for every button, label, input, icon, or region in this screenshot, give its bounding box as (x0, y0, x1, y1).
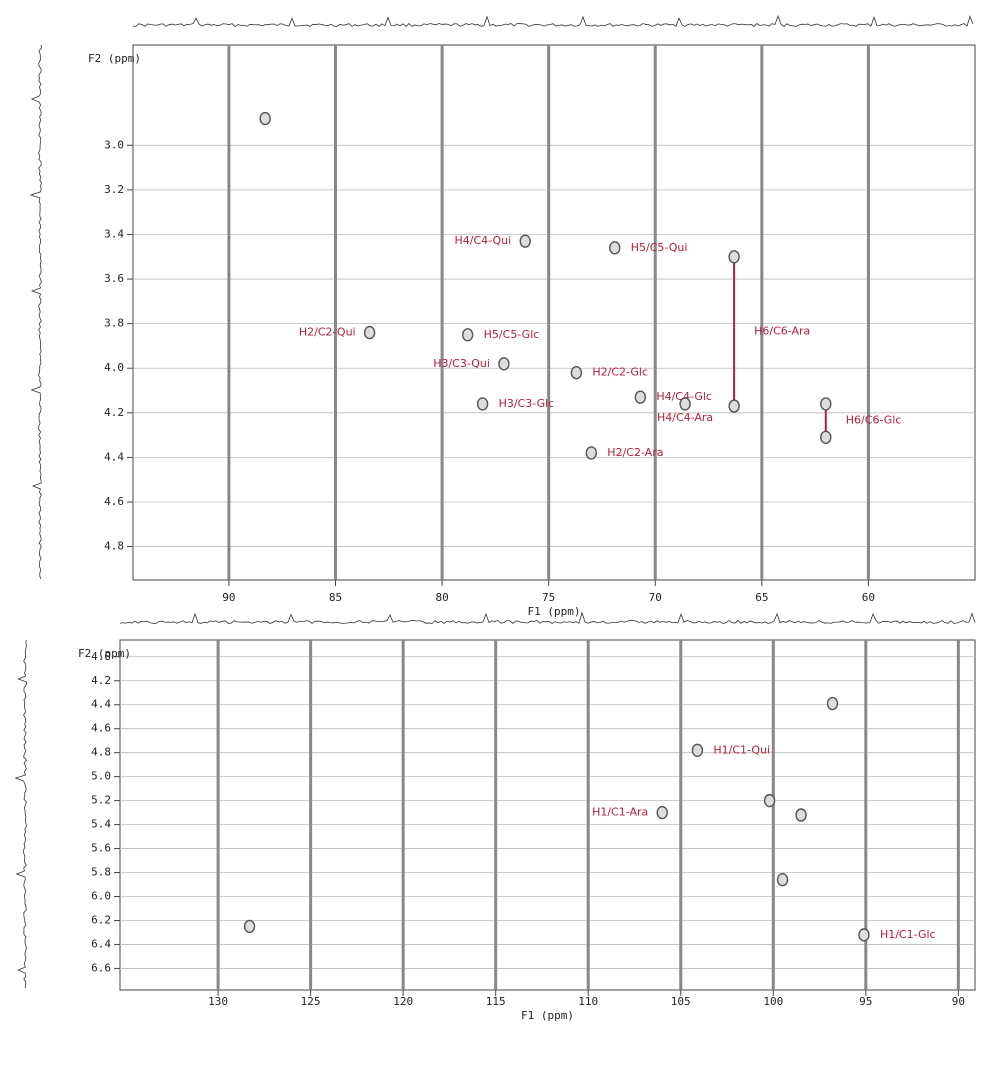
y-tick-label: 5.4 (91, 818, 111, 831)
projection-f1 (132, 14, 974, 28)
peak (826, 696, 839, 711)
peak-label: H5/C5-Glc (484, 328, 540, 341)
y-tick-label: 4.0 (104, 361, 124, 374)
y-tick-label: 3.4 (104, 227, 124, 240)
y-tick-label: 5.0 (91, 770, 111, 783)
y-tick-label: 6.4 (91, 937, 111, 950)
y-tick-label: 4.8 (91, 746, 111, 759)
peak (820, 430, 832, 445)
x-tick-label: 125 (301, 995, 321, 1008)
peak (728, 399, 740, 413)
y-tick-label: 4.2 (91, 674, 111, 687)
y-tick-label: 3.8 (104, 317, 124, 330)
peak-label: H1/C1-Ara (592, 806, 648, 819)
y-tick-label: 5.8 (91, 866, 111, 879)
y-tick-label: 4.0 (91, 650, 111, 663)
y-axis-label: F2 (ppm) (88, 52, 141, 65)
x-tick-label: 75 (542, 591, 555, 604)
y-tick-label: 4.4 (104, 450, 124, 463)
y-tick-label: 4.6 (91, 722, 111, 735)
x-tick-label: 105 (671, 995, 691, 1008)
peak (763, 793, 776, 808)
peak (691, 743, 704, 757)
peak (820, 397, 832, 411)
y-tick-label: 4.4 (91, 698, 111, 711)
peak-label: H4/C4-Ara (657, 411, 713, 424)
peak-label: H6/C6-Ara (754, 324, 810, 337)
x-tick-label: 115 (486, 995, 506, 1008)
plot-frame (132, 44, 976, 581)
x-tick-label: 90 (222, 591, 235, 604)
y-tick-label: 5.2 (91, 794, 111, 807)
y-tick-label: 3.2 (104, 183, 124, 196)
peak (519, 234, 531, 248)
projection-f2 (29, 44, 42, 580)
x-tick-label: 120 (393, 995, 413, 1008)
y-tick-label: 6.2 (91, 913, 111, 926)
plot-frame (119, 639, 976, 991)
peak-label: H2/C2-Ara (607, 446, 663, 459)
peak (634, 390, 647, 404)
peak-label: H1/C1-Glc (880, 928, 936, 941)
y-axis-label: F2 (ppm) (78, 647, 131, 660)
y-tick-label: 4.6 (104, 495, 124, 508)
x-tick-label: 110 (578, 995, 598, 1008)
y-tick-label: 3.0 (104, 138, 124, 151)
y-tick-label: 4.2 (104, 406, 124, 419)
x-tick-label: 130 (208, 995, 228, 1008)
peak-label: H4/C4-Glc (656, 390, 712, 403)
peak-label: H4/C4-Qui (455, 234, 512, 247)
peak-label: H2/C2-Qui (299, 326, 356, 339)
peak (679, 397, 691, 411)
x-tick-label: 95 (859, 995, 872, 1008)
peak (609, 241, 621, 255)
peak-label: H3/C3-Glc (499, 397, 555, 410)
peak-label: H2/C2-Glc (592, 366, 648, 379)
y-tick-label: 4.8 (104, 540, 124, 553)
y-tick-label: 6.0 (91, 890, 111, 903)
y-tick-label: 6.6 (91, 961, 111, 974)
x-axis-label: F1 (ppm) (528, 605, 581, 618)
peak-label: H1/C1-Qui (713, 743, 770, 756)
x-axis-label: F1 (ppm) (521, 1009, 574, 1022)
peak-label: H5/C5-Qui (631, 241, 688, 254)
peak (498, 357, 510, 371)
peak (363, 325, 376, 340)
peak (795, 808, 807, 822)
y-tick-label: 3.6 (104, 272, 124, 285)
peak (570, 365, 583, 380)
x-tick-label: 100 (763, 995, 783, 1008)
peak (461, 328, 474, 342)
peak (476, 397, 489, 411)
peak (656, 805, 668, 820)
x-tick-label: 60 (862, 591, 875, 604)
y-tick-label: 5.6 (91, 842, 111, 855)
x-tick-label: 80 (435, 591, 448, 604)
x-tick-label: 85 (329, 591, 342, 604)
projection-f1 (119, 611, 976, 624)
peak (259, 111, 271, 126)
peak (728, 250, 740, 264)
peak-label: H6/C6-Glc (846, 414, 902, 427)
peak-label: H3/C3-Qui (433, 357, 490, 370)
projection-f2 (14, 639, 27, 989)
peak (585, 446, 598, 460)
peak (243, 919, 256, 934)
x-tick-label: 70 (649, 591, 662, 604)
peak (776, 873, 789, 887)
x-tick-label: 90 (952, 995, 965, 1008)
peak (858, 928, 870, 942)
x-tick-label: 65 (755, 591, 768, 604)
